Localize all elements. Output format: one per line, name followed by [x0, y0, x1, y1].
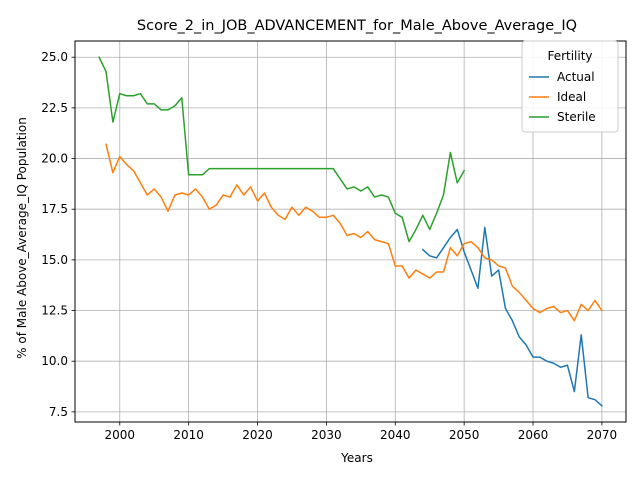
y-tick-label: 22.5 — [41, 101, 68, 115]
x-tick-label: 2070 — [587, 428, 618, 442]
x-axis: 2000 2010 2020 2030 2040 2050 2060 2070 — [104, 422, 617, 442]
x-tick-label: 2050 — [449, 428, 480, 442]
y-axis-label: % of Male Above_Average_IQ Population — [15, 117, 29, 359]
legend: Fertility Actual Ideal Sterile — [521, 40, 619, 133]
plot-frame — [74, 40, 627, 423]
series-line-sterile — [98, 56, 466, 243]
y-tick-label: 7.5 — [49, 405, 68, 419]
x-axis-label: Years — [340, 451, 373, 465]
grid — [75, 41, 626, 422]
y-tick-label: 20.0 — [41, 152, 68, 166]
x-tick-label: 2010 — [173, 428, 204, 442]
x-tick-label: 2020 — [242, 428, 273, 442]
x-tick-label: 2040 — [380, 428, 411, 442]
x-tick-label: 2060 — [518, 428, 549, 442]
legend-label-ideal: Ideal — [557, 90, 586, 104]
legend-label-sterile: Sterile — [557, 110, 596, 124]
legend-label-actual: Actual — [557, 70, 595, 84]
y-axis: 7.5 10.0 12.5 15.0 17.5 20.0 22.5 25.0 — [41, 50, 75, 419]
series-line-ideal — [105, 143, 603, 322]
x-tick-label: 2030 — [311, 428, 342, 442]
y-tick-label: 15.0 — [41, 253, 68, 267]
series-layer — [98, 56, 603, 407]
y-tick-label: 10.0 — [41, 354, 68, 368]
y-tick-label: 25.0 — [41, 50, 68, 64]
x-tick-label: 2000 — [104, 428, 135, 442]
chart-title: Score_2_in_JOB_ADVANCEMENT_for_Male_Abov… — [137, 18, 577, 34]
series-line-actual — [421, 226, 603, 407]
legend-title: Fertility — [547, 49, 592, 63]
y-tick-label: 12.5 — [41, 304, 68, 318]
legend-box — [521, 40, 619, 133]
y-tick-label: 17.5 — [41, 202, 68, 216]
